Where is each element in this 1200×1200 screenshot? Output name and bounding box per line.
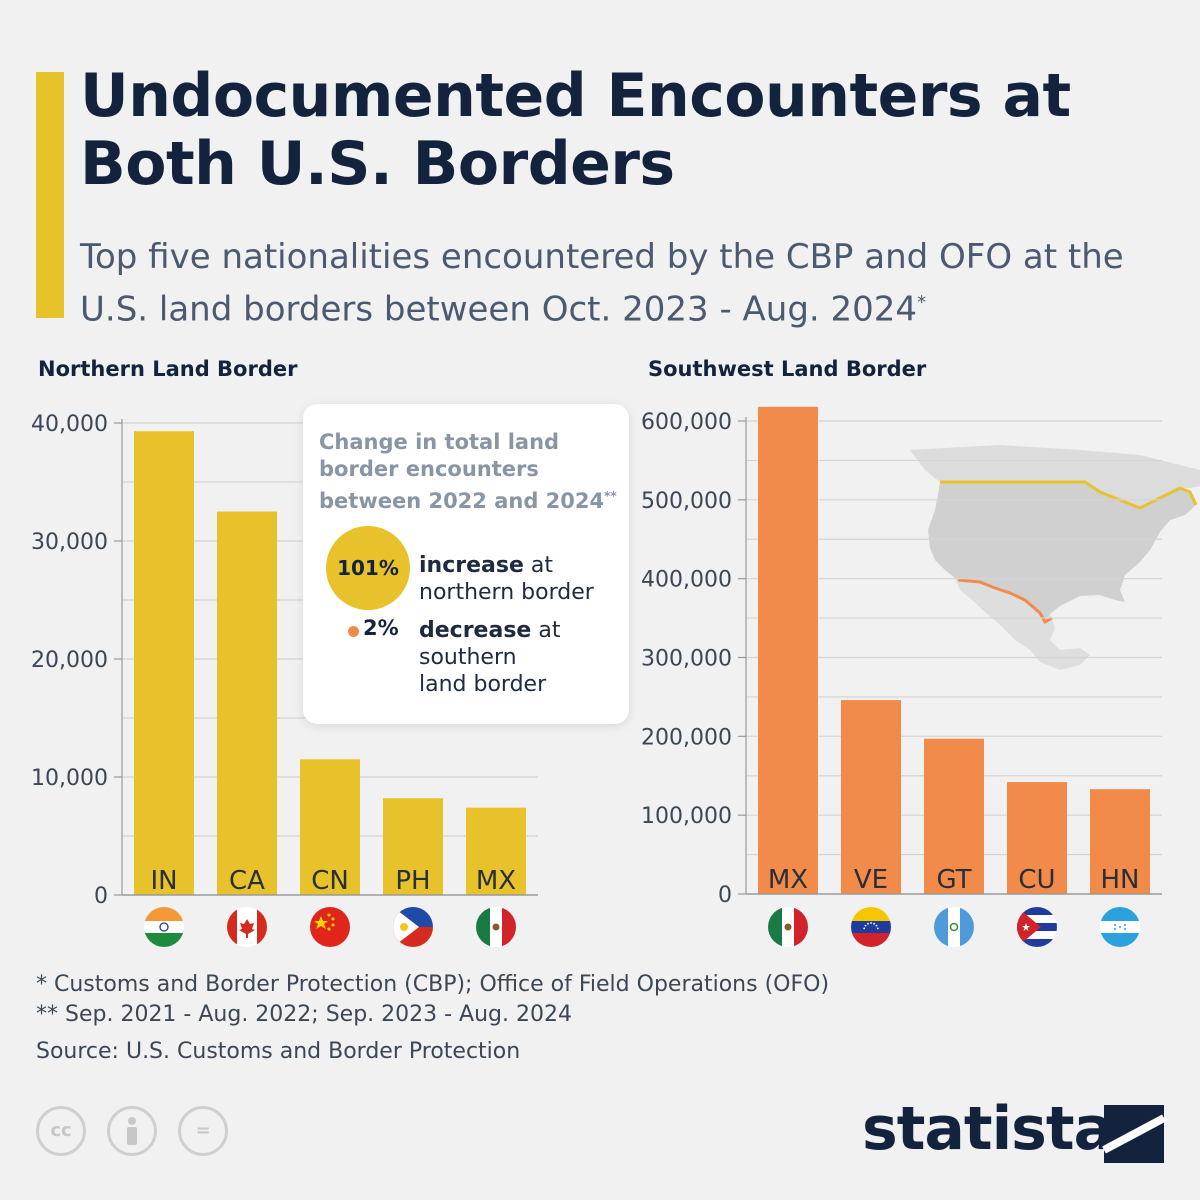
category-label: HN bbox=[1101, 865, 1140, 895]
y-tick-label: 20,000 bbox=[31, 648, 108, 673]
y-tick-label: 10,000 bbox=[31, 766, 108, 791]
category-label: MX bbox=[768, 865, 808, 895]
north-change-text: increase at northern border bbox=[419, 552, 629, 606]
subtitle-footnote-mark: * bbox=[917, 292, 927, 313]
category-label: IN bbox=[150, 866, 177, 896]
bar-hn bbox=[1090, 789, 1150, 894]
callout-title: Change in total land border encounters b… bbox=[319, 429, 619, 515]
source-note: Source: U.S. Customs and Border Protecti… bbox=[36, 1039, 521, 1064]
no-derivatives-icon[interactable]: = bbox=[178, 1106, 229, 1156]
northern-border-chart: 0 10,000 20,000 30,000 40,000 IN CA CN PH MX bbox=[31, 412, 538, 947]
north-change-detail: at northern border bbox=[419, 553, 594, 605]
bar-mx bbox=[758, 406, 818, 894]
y-tick-label: 30,000 bbox=[31, 530, 108, 555]
us-mexico-map bbox=[910, 445, 1200, 670]
mexico-landmass bbox=[955, 578, 1090, 670]
south-change-dot bbox=[348, 626, 359, 637]
statista-logo-text[interactable]: statista bbox=[862, 1094, 1114, 1164]
category-label: GT bbox=[936, 865, 971, 895]
y-tick-label: 400,000 bbox=[641, 568, 732, 593]
y-tick-label: 600,000 bbox=[641, 410, 732, 435]
bar-ph bbox=[383, 798, 443, 895]
y-tick-label: 0 bbox=[94, 884, 108, 909]
footnotes: * Customs and Border Protection (CBP); O… bbox=[36, 970, 829, 1030]
india-flag-icon bbox=[144, 907, 184, 947]
bar-gt bbox=[924, 738, 984, 894]
y-tick-label: 300,000 bbox=[641, 647, 732, 672]
y-tick-label: 40,000 bbox=[31, 412, 108, 437]
category-label: MX bbox=[476, 866, 516, 896]
mexico-flag-icon bbox=[476, 907, 516, 947]
south-change-detail: at southern land border bbox=[419, 618, 561, 697]
bar-mx bbox=[466, 807, 526, 895]
south-change-text: decrease at southern land border bbox=[419, 617, 569, 698]
attribution-person-icon[interactable] bbox=[107, 1106, 158, 1156]
category-label: CN bbox=[311, 866, 349, 896]
subtitle-text: Top five nationalities encountered by th… bbox=[80, 237, 1124, 330]
southwest-chart-title: Southwest Land Border bbox=[648, 357, 927, 381]
y-tick-label: 0 bbox=[718, 883, 732, 908]
callout-title-text: Change in total land border encounters b… bbox=[319, 430, 605, 513]
honduras-flag-icon bbox=[1100, 907, 1140, 947]
footnote-two: ** Sep. 2021 - Aug. 2022; Sep. 2023 - Au… bbox=[36, 1002, 572, 1027]
venezuela-flag-icon bbox=[851, 907, 891, 947]
creative-commons-icon[interactable]: cc bbox=[36, 1106, 86, 1156]
category-label: PH bbox=[395, 866, 430, 896]
northern-border-line bbox=[940, 480, 1198, 510]
page-title: Undocumented Encounters at Both U.S. Bor… bbox=[80, 61, 1071, 199]
china-flag-icon bbox=[310, 907, 350, 947]
category-label: CA bbox=[229, 866, 265, 896]
change-callout: Change in total land border encounters b… bbox=[303, 404, 629, 724]
y-tick-label: 200,000 bbox=[641, 725, 732, 750]
philippines-flag-icon bbox=[393, 907, 433, 947]
us-landmass bbox=[928, 482, 1196, 622]
y-tick-label: 500,000 bbox=[641, 489, 732, 514]
northern-chart-title: Northern Land Border bbox=[38, 357, 298, 381]
north-change-badge: 101% bbox=[326, 526, 410, 610]
category-label: CU bbox=[1018, 865, 1055, 895]
title-accent-bar bbox=[36, 72, 64, 318]
cuba-flag-icon bbox=[1017, 907, 1057, 947]
bar-ve bbox=[841, 700, 901, 894]
bar-ca bbox=[217, 511, 277, 895]
north-change-label: increase bbox=[419, 553, 524, 578]
south-change-value: 2% bbox=[363, 616, 399, 640]
southwest-border-chart: 0 100,000 200,000 300,000 400,000 500,000 600,… bbox=[641, 406, 1162, 947]
south-change-label: decrease bbox=[419, 618, 532, 643]
y-tick-label: 100,000 bbox=[641, 804, 732, 829]
bar-in bbox=[134, 431, 194, 895]
southern-border-line bbox=[957, 578, 1053, 625]
bar-cn bbox=[300, 759, 360, 895]
callout-footnote-mark: ** bbox=[604, 489, 617, 503]
category-label: VE bbox=[854, 865, 888, 895]
mexico-flag-icon bbox=[768, 907, 808, 947]
canada-flag-icon bbox=[227, 907, 267, 947]
footnote-one: * Customs and Border Protection (CBP); O… bbox=[36, 972, 830, 997]
bar-cu bbox=[1007, 782, 1067, 894]
subtitle: Top five nationalities encountered by th… bbox=[80, 234, 1170, 332]
guatemala-flag-icon bbox=[934, 907, 974, 947]
license-icons: cc = bbox=[36, 1106, 244, 1156]
